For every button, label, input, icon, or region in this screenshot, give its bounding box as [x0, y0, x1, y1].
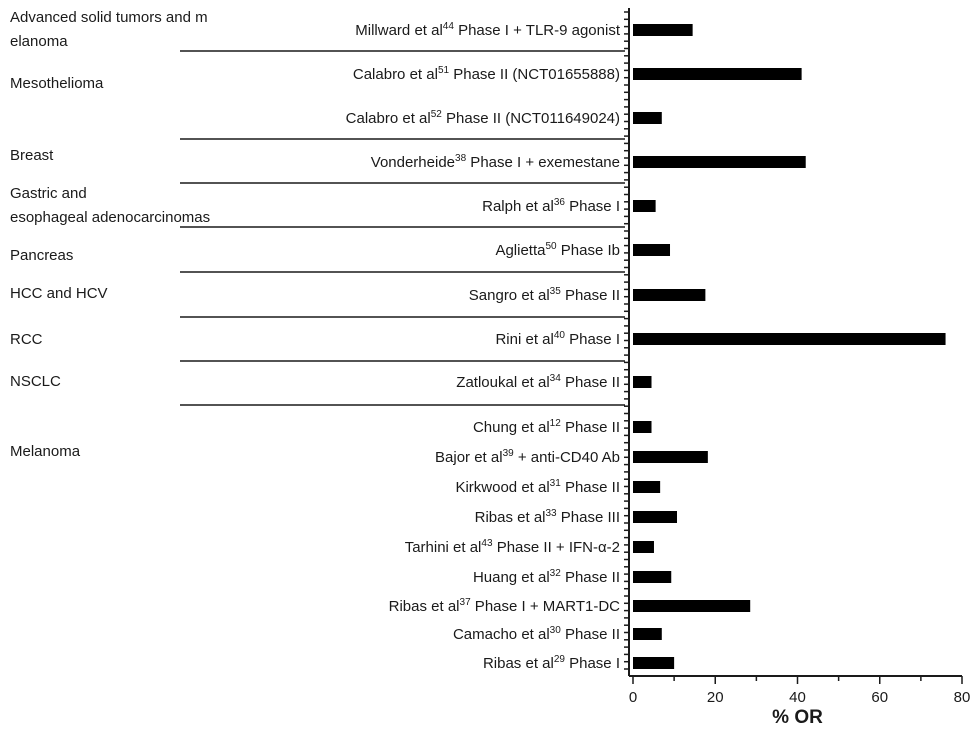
group-label-2: Breast: [10, 147, 54, 164]
study-labels: Millward et al44 Phase I + TLR-9 agonist…: [346, 21, 621, 672]
group-label-7: NSCLC: [10, 373, 61, 390]
study-label: Calabro et al51 Phase II (NCT01655888): [353, 65, 620, 83]
bars: [633, 24, 946, 669]
study-label: Ribas et al29 Phase I: [483, 654, 620, 672]
bar: [633, 289, 705, 301]
x-tick-label: 40: [789, 689, 806, 706]
group-label-3: Gastric and esophageal adenocarcinomas: [10, 185, 210, 226]
study-label: Calabro et al52 Phase II (NCT011649024): [346, 109, 620, 127]
bar: [633, 200, 656, 212]
group-label-4: Pancreas: [10, 247, 73, 264]
study-label: Kirkwood et al31 Phase II: [455, 478, 620, 496]
bar: [633, 24, 693, 36]
group-label-5: HCC and HCV: [10, 285, 108, 302]
x-tick-label: 0: [629, 689, 637, 706]
group-label-6: RCC: [10, 331, 43, 348]
group-label-1: Mesothelioma: [10, 75, 104, 92]
x-tick-label: 60: [871, 689, 888, 706]
bar: [633, 112, 662, 124]
x-tick-label: 20: [707, 689, 724, 706]
study-label: Rini et al40 Phase I: [495, 330, 620, 348]
bar: [633, 541, 654, 553]
x-tick-label: 80: [954, 689, 971, 706]
bar: [633, 156, 806, 168]
group-separators: [180, 51, 625, 405]
study-label: Sangro et al35 Phase II: [469, 286, 620, 304]
study-label: Chung et al12 Phase II: [473, 418, 620, 436]
bar: [633, 600, 750, 612]
bar: [633, 657, 674, 669]
group-label-8: Melanoma: [10, 443, 81, 460]
bar: [633, 628, 662, 640]
study-label: Ribas et al33 Phase III: [475, 508, 620, 526]
study-label: Millward et al44 Phase I + TLR-9 agonist: [355, 21, 621, 39]
group-labels: Advanced solid tumors and m elanoma Mesoth…: [10, 9, 210, 460]
x-axis-title: % OR: [772, 707, 823, 728]
bar: [633, 511, 677, 523]
bar: [633, 376, 652, 388]
bar: [633, 68, 802, 80]
study-label: Ralph et al36 Phase I: [482, 197, 620, 215]
bar: [633, 571, 671, 583]
bar: [633, 333, 946, 345]
bar: [633, 481, 660, 493]
study-label: Camacho et al30 Phase II: [453, 625, 620, 643]
study-label: Huang et al32 Phase II: [473, 568, 620, 586]
study-label: Tarhini et al43 Phase II + IFN-α-2: [405, 538, 620, 556]
study-label: Ribas et al37 Phase I + MART1-DC: [389, 597, 621, 615]
bar: [633, 244, 670, 256]
study-label: Aglietta50 Phase Ib: [495, 241, 620, 259]
bar: [633, 421, 652, 433]
study-label: Zatloukal et al34 Phase II: [456, 373, 620, 391]
study-label: Vonderheide38 Phase I + exemestane: [371, 153, 620, 171]
bar: [633, 451, 708, 463]
group-label-0: Advanced solid tumors and m elanoma: [10, 9, 208, 50]
study-label: Bajor et al39 + anti-CD40 Ab: [435, 448, 620, 466]
